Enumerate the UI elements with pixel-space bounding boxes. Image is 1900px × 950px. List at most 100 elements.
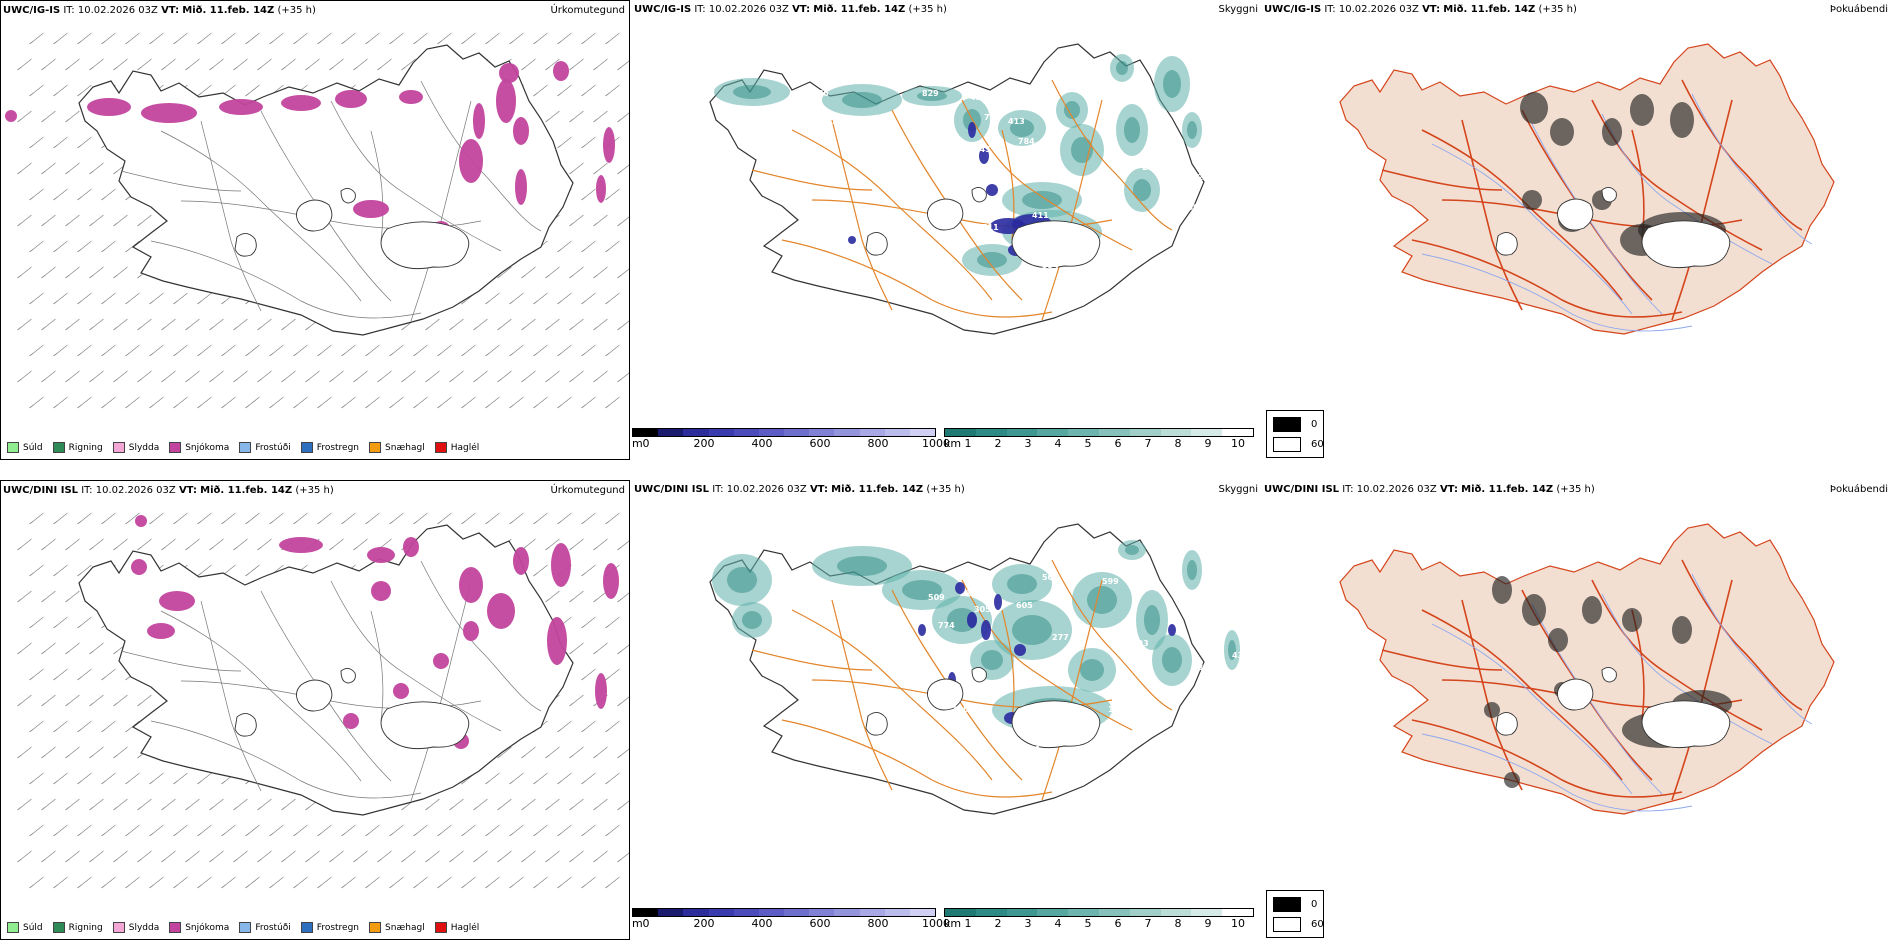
- glacier-outline: [1601, 187, 1617, 203]
- cloud-base-value: 511: [982, 223, 999, 232]
- wind-barb: [173, 876, 188, 889]
- wind-barb: [77, 876, 92, 889]
- river-line: [1421, 253, 1693, 332]
- precip-map: [17, 512, 630, 889]
- legend-swatch: [239, 922, 252, 933]
- color-step: [1037, 909, 1069, 916]
- color-step: [884, 909, 910, 916]
- color-step: [1222, 909, 1253, 916]
- road-line: [1001, 609, 1015, 721]
- wind-barb: [569, 162, 584, 175]
- wind-barb: [149, 292, 164, 305]
- panel-header: UWC/IG-IS IT: 10.02.2026 03Z VT: Mið. 11…: [1264, 4, 1577, 15]
- wind-barb: [617, 112, 629, 123]
- precip-legend: Súld Rigning Slydda Snjókoma Frostúði Fr…: [7, 922, 479, 933]
- wind-barb: [533, 824, 548, 837]
- wind-barb: [545, 850, 560, 863]
- wind-barb: [29, 772, 44, 785]
- wind-barb: [125, 512, 140, 525]
- wind-barb: [305, 370, 320, 383]
- field-blob: [281, 95, 321, 111]
- wind-barb: [77, 240, 92, 253]
- wind-barb: [581, 188, 596, 201]
- wind-barb: [629, 721, 630, 732]
- wind-barb: [89, 58, 104, 71]
- field-blob: [1522, 190, 1542, 210]
- legend-label: Slydda: [128, 442, 160, 453]
- wind-barb: [41, 590, 56, 603]
- wind-barb: [101, 824, 116, 837]
- wind-barb: [437, 876, 452, 889]
- wind-barb: [113, 746, 128, 759]
- wind-barb: [125, 240, 140, 253]
- river-line: [1421, 733, 1693, 812]
- wind-barb: [605, 772, 620, 785]
- field-blob: [399, 90, 423, 104]
- legend-swatch: [7, 922, 19, 933]
- visibility-colorbar: km 1 2 3 4 5 6 7 8 9 10: [944, 428, 1254, 454]
- road-line: [200, 600, 262, 792]
- wind-barb: [53, 876, 68, 889]
- wind-barb: [329, 58, 344, 71]
- field-blob: [1125, 545, 1139, 555]
- wind-barb: [137, 214, 152, 227]
- legend-swatch: [434, 922, 447, 933]
- wind-barb: [185, 538, 200, 551]
- legend-item: Haglél: [434, 442, 479, 453]
- wind-barb: [509, 512, 524, 525]
- wind-barb: [257, 370, 272, 383]
- wind-barb: [557, 876, 572, 889]
- wind-barb: [341, 32, 356, 45]
- wind-barb: [317, 32, 332, 45]
- field-blob: [1168, 624, 1176, 636]
- wind-barb: [101, 720, 116, 733]
- cloud-base-tick: 200: [693, 437, 715, 450]
- wind-barb: [41, 746, 56, 759]
- wind-barb: [605, 84, 620, 97]
- wind-barb: [197, 344, 212, 357]
- wind-barb: [197, 292, 212, 305]
- wind-barb: [497, 370, 512, 383]
- cloud-base-tick: 400: [751, 437, 773, 450]
- wind-barb: [473, 798, 488, 811]
- wind-barb: [173, 824, 188, 837]
- field-blob: [1162, 647, 1182, 673]
- wind-barb: [281, 58, 296, 71]
- wind-barb: [389, 32, 404, 45]
- fog-legend-swatch: [1273, 417, 1301, 432]
- cloud-base-value: 413: [1008, 117, 1025, 126]
- cloud-base-value: 305: [974, 605, 991, 614]
- wind-barb: [509, 876, 524, 889]
- wind-barb: [329, 538, 344, 551]
- wind-barb: [113, 370, 128, 383]
- wind-barb: [53, 564, 68, 577]
- wind-barb: [293, 344, 308, 357]
- cloud-base-value: 284: [1142, 163, 1159, 172]
- fog-legend-swatch: [1273, 437, 1301, 452]
- wind-barb: [245, 344, 260, 357]
- wind-barb: [413, 512, 428, 525]
- road-line: [160, 130, 362, 302]
- wind-barb: [65, 318, 80, 331]
- wind-barb: [629, 397, 630, 408]
- precip-map: [5, 32, 630, 409]
- field-blob: [1012, 615, 1052, 645]
- color-step: [809, 909, 835, 916]
- fog-legend: 0 60: [1266, 890, 1324, 938]
- vt-label: VT:: [792, 4, 811, 15]
- it-label: IT:: [712, 484, 724, 495]
- wind-barb: [281, 318, 296, 331]
- river-line: [1691, 573, 1813, 725]
- glacier-outline: [1641, 700, 1731, 749]
- cloud-base-value: 345: [974, 145, 991, 154]
- field-blob: [1124, 117, 1140, 143]
- legend-label: Frostregn: [316, 922, 360, 933]
- field-blob: [842, 92, 882, 108]
- model-name: UWC/IG-IS: [1264, 4, 1322, 15]
- wind-barb: [569, 798, 584, 811]
- wind-barb: [17, 694, 32, 707]
- wind-barb: [269, 876, 284, 889]
- wind-barb: [593, 110, 608, 123]
- cloud-base-tick: 600: [809, 437, 831, 450]
- wind-barb: [461, 396, 476, 409]
